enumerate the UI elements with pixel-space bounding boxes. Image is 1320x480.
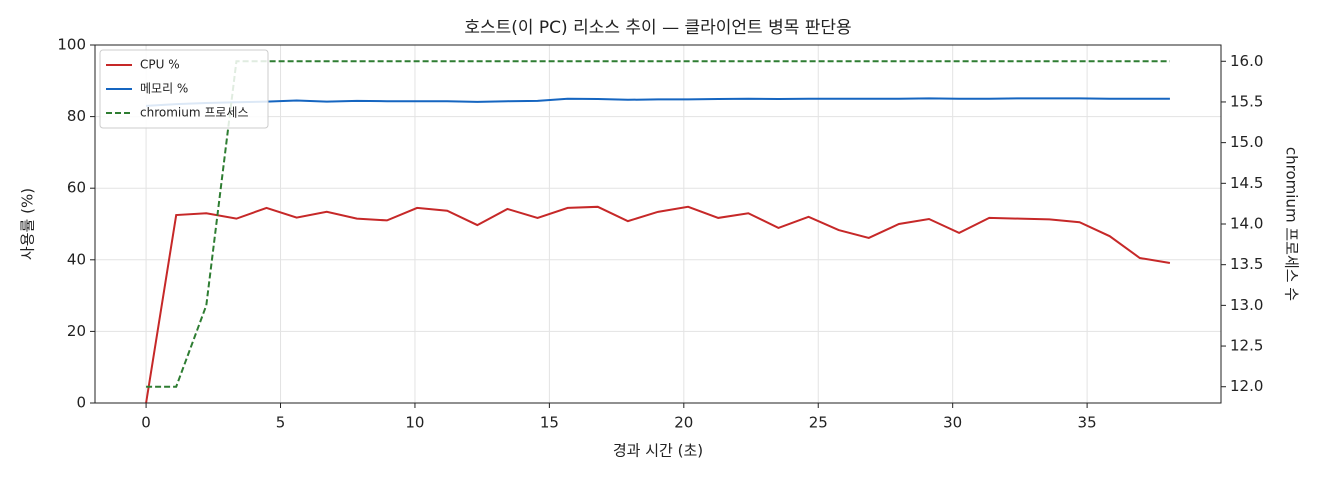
y2-tick-label: 14.5 [1230, 174, 1263, 192]
y-tick-label: 20 [67, 322, 86, 340]
chart-title: 호스트(이 PC) 리소스 추이 — 클라이언트 병목 판단용 [464, 18, 851, 38]
legend-label: chromium 프로세스 [140, 106, 249, 120]
y2-tick-label: 15.0 [1230, 133, 1263, 151]
series-line [146, 60, 1170, 388]
y2-tick-label: 15.5 [1230, 92, 1263, 110]
y2-axis-label: chromium 프로세스 수 [1283, 147, 1301, 301]
series-line [145, 205, 1171, 404]
x-tick-label: 25 [809, 414, 828, 432]
series-line [146, 97, 1170, 107]
y-tick-label: 60 [67, 179, 86, 197]
y-tick-label: 100 [57, 36, 86, 54]
y-tick-label: 80 [67, 107, 86, 125]
x-tick-label: 0 [141, 414, 151, 432]
legend-box [99, 49, 269, 129]
y2-tick-label: 12.5 [1230, 337, 1263, 355]
x-tick-label: 5 [276, 414, 286, 432]
x-tick-label: 35 [1078, 414, 1097, 432]
legend-label: CPU % [140, 58, 180, 72]
y2-tick-label: 13.5 [1230, 255, 1263, 273]
y-tick-label: 0 [76, 394, 86, 412]
x-tick-label: 15 [540, 414, 559, 432]
y2-tick-label: 16.0 [1230, 52, 1263, 70]
legend-label: 메모리 % [140, 82, 188, 96]
y-axis-label: 사용률 (%) [19, 188, 37, 260]
y-tick-label: 40 [67, 250, 86, 268]
x-tick-label: 30 [943, 414, 962, 432]
plot-frame [94, 44, 1222, 404]
x-axis-label: 경과 시간 (초) [613, 442, 703, 460]
y2-tick-label: 14.0 [1230, 215, 1263, 233]
y2-tick-label: 12.0 [1230, 377, 1263, 395]
x-tick-label: 20 [674, 414, 693, 432]
x-tick-label: 10 [405, 414, 424, 432]
y2-tick-label: 13.0 [1230, 296, 1263, 314]
